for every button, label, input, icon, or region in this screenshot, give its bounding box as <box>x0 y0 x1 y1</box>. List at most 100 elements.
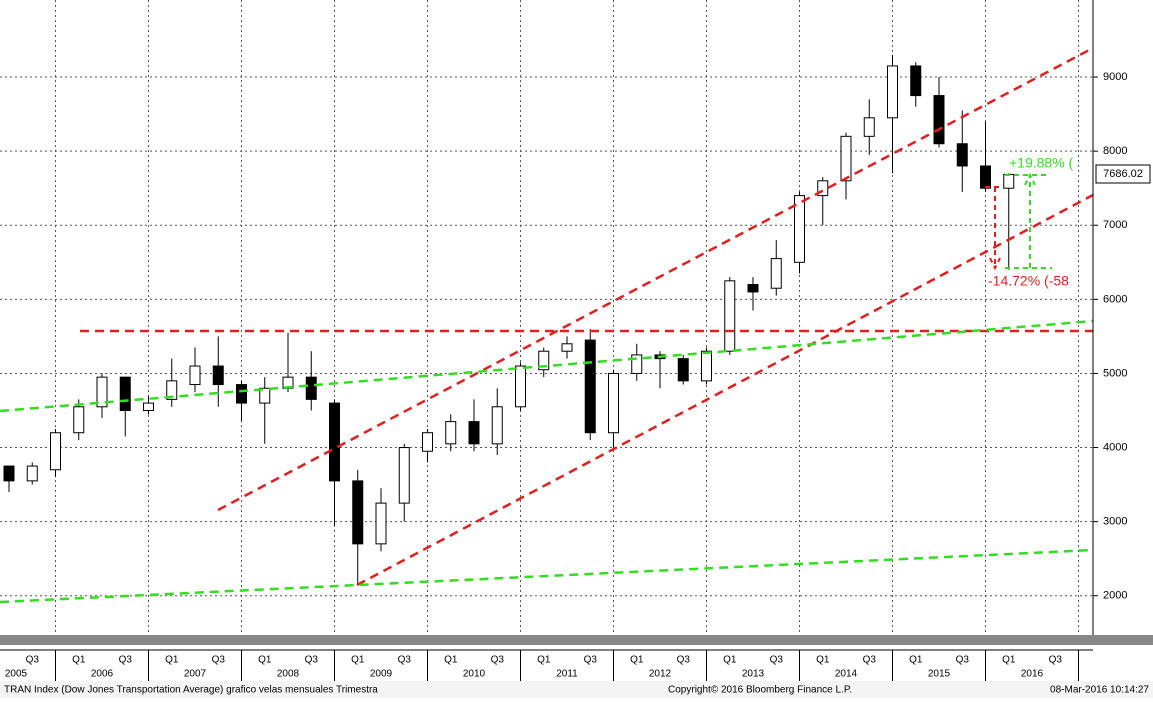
candle-body <box>538 350 550 371</box>
candle-body <box>910 65 922 97</box>
candle-body <box>305 376 317 400</box>
candle-body <box>3 465 15 482</box>
candle-body <box>770 258 782 289</box>
gain-arrow <box>1005 172 1052 269</box>
y-tick-label: 8000 <box>1103 145 1127 157</box>
last-price: 7686.02 <box>1103 168 1143 180</box>
x-tick-label: Q1 <box>537 655 551 666</box>
candle-body <box>631 354 643 374</box>
candle-body <box>329 402 340 482</box>
candle-body <box>956 143 968 167</box>
x-tick-label: Q1 <box>816 655 830 666</box>
candle-body <box>375 502 387 545</box>
y-tick-label: 9000 <box>1103 71 1127 83</box>
candle-body <box>119 376 131 411</box>
candle-body <box>701 350 712 382</box>
separator <box>0 635 1153 645</box>
x-tick-label: Q3 <box>863 655 877 666</box>
year-label: 2011 <box>556 669 578 680</box>
x-tick-label: Q1 <box>444 655 458 666</box>
year-label: 2010 <box>463 669 486 680</box>
x-tick-label: Q3 <box>956 655 970 666</box>
year-label: 2014 <box>835 669 858 680</box>
candle-body <box>236 384 247 404</box>
x-tick-label: Q3 <box>398 655 412 666</box>
candle-body <box>1003 173 1015 189</box>
candle-body <box>747 284 759 293</box>
y-tick-label: 6000 <box>1103 293 1127 305</box>
x-tick-label: Q3 <box>491 655 505 666</box>
candle-body <box>515 365 526 408</box>
candle-body <box>259 387 271 404</box>
x-tick-label: Q1 <box>258 655 272 666</box>
x-tick-label: Q3 <box>584 655 598 666</box>
gain-label: +19.88% ( <box>1009 155 1074 171</box>
footer <box>0 681 1153 698</box>
year-label: 2005 <box>5 669 28 680</box>
candle-body <box>817 180 829 197</box>
x-tick-label: Q1 <box>351 655 365 666</box>
year-label: 2016 <box>1021 669 1044 680</box>
candle-body <box>96 376 108 408</box>
candle-body <box>50 432 61 471</box>
candle-body <box>840 135 852 182</box>
candle-body <box>166 380 178 400</box>
candle-body <box>677 358 689 382</box>
candle-body <box>422 432 433 452</box>
y-tick-label: 5000 <box>1103 367 1127 379</box>
year-label: 2009 <box>370 669 393 680</box>
trend-upper <box>0 319 1093 413</box>
candle-body <box>724 280 736 352</box>
candle-body <box>980 165 991 189</box>
x-axis-labels: Q3 Q1 Q3 Q1 Q3 Q1 Q3 Q1 Q3 Q1 Q3 Q1 Q3 Q1 Q3 Q1 Q3 Q1 Q3 Q1… <box>5 650 1079 681</box>
last-price-box <box>1095 164 1151 184</box>
y-tick-label: 7000 <box>1103 219 1127 231</box>
grid <box>0 0 1093 635</box>
candle-body <box>933 95 945 145</box>
year-label: 2008 <box>277 669 300 680</box>
x-tick-label: Q3 <box>212 655 226 666</box>
year-label: 2006 <box>91 669 114 680</box>
x-tick-label: Q1 <box>72 655 86 666</box>
loss-label: -14.72% (-58 <box>988 273 1069 289</box>
candle-body <box>398 447 410 504</box>
candle-body <box>584 339 596 434</box>
candle-body <box>143 402 154 411</box>
candle-body <box>491 406 503 445</box>
trendlines: +19.88% ( -14.72% (-58 <box>0 46 1093 604</box>
year-label: 2007 <box>184 669 207 680</box>
x-tick-label: Q3 <box>119 655 133 666</box>
x-tick-label: Q1 <box>909 655 923 666</box>
x-tick-label: Q3 <box>26 655 40 666</box>
year-label: 2012 <box>649 669 672 680</box>
year-label: 2013 <box>742 669 765 680</box>
footer-left: TRAN Index (Dow Jones Transportation Ave… <box>4 685 378 696</box>
x-tick-label: Q1 <box>1002 655 1016 666</box>
candle-body <box>561 343 573 352</box>
x-tick-label: Q3 <box>770 655 784 666</box>
candle-body <box>352 480 364 545</box>
x-tick-label: Q3 <box>305 655 319 666</box>
x-tick-label: Q1 <box>723 655 737 666</box>
candle-body <box>794 195 805 263</box>
x-tick-label: Q3 <box>1049 655 1063 666</box>
channel-upper <box>217 46 1093 512</box>
candle-body <box>212 365 224 386</box>
candle-body <box>863 117 875 137</box>
candle-body <box>608 372 619 434</box>
x-tick-label: Q1 <box>630 655 644 666</box>
footer-right: 08-Mar-2016 10:14:27 <box>1050 685 1149 696</box>
candle-body <box>468 421 480 445</box>
x-tick-label: Q1 <box>165 655 179 666</box>
candle-body <box>26 465 38 482</box>
trend-lower <box>0 548 1093 604</box>
footer-center: Copyright© 2016 Bloomberg Finance L.P. <box>668 685 852 696</box>
y-tick-label: 2000 <box>1103 590 1127 602</box>
candle-body <box>73 406 85 434</box>
candles <box>3 54 1015 585</box>
channel-lower <box>356 193 1093 587</box>
year-label: 2015 <box>928 669 951 680</box>
x-tick-label: Q3 <box>677 655 691 666</box>
y-tick-label: 3000 <box>1103 516 1127 528</box>
